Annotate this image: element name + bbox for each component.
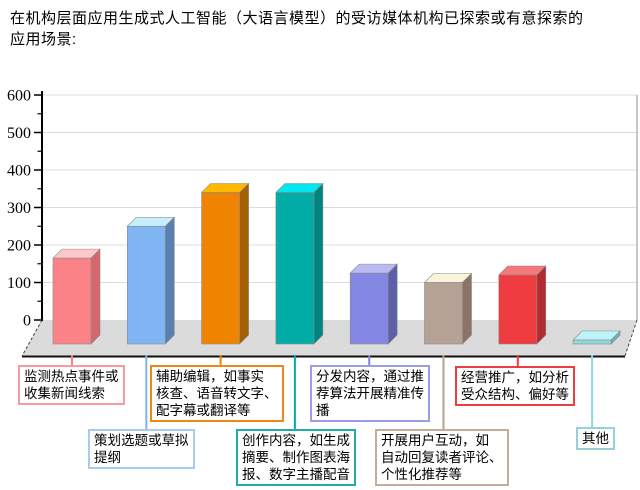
bar-2-front-face <box>127 225 166 345</box>
floor <box>22 320 637 356</box>
bar-7-front-face <box>498 274 538 345</box>
bar-1-front-face <box>52 257 92 345</box>
chart-title-line-2: 应用场景: <box>10 31 77 48</box>
bar-6-front-face <box>424 282 463 345</box>
bar-3-side-face <box>239 182 249 345</box>
y-tick-label-300: 300 <box>7 200 31 217</box>
y-tick-label-100: 100 <box>7 275 31 292</box>
y-tick-label-400: 400 <box>7 163 31 180</box>
category-label-box-6: 开展用户互动，如 自动回复读者评论、 个性化推荐等 <box>375 429 509 486</box>
bar-8-front-face <box>572 339 612 345</box>
y-tick-label-500: 500 <box>7 125 31 142</box>
y-tick-label-600: 600 <box>7 88 31 105</box>
chart-title: 在机构层面应用生成式人工智能（大语言模型）的受访媒体机构已探索或有意探索的 应用… <box>10 8 634 50</box>
bar-4-front-face <box>275 192 315 345</box>
bar-1-side-face <box>90 248 101 345</box>
category-label-box-4: 创作内容，如生成 摘要、制作图表海 报、数字主播配音 <box>236 429 356 486</box>
floor-right-edge <box>624 319 638 357</box>
y-tick-label-0: 0 <box>23 313 31 330</box>
category-label-box-7: 经营推广，如分析 受众结构、偏好等 <box>455 366 575 406</box>
bar-5-front-face <box>349 272 389 345</box>
bar-6-side-face <box>462 272 472 345</box>
category-label-box-1: 监测热点事件或 收集新闻线索 <box>18 365 125 405</box>
bar-5-side-face <box>387 263 398 345</box>
category-label-box-2: 策划选题或草拟 提纲 <box>88 429 195 469</box>
bar-2-side-face <box>165 216 175 345</box>
bar-4-side-face <box>313 182 324 345</box>
category-label-box-5: 分发内容，通过推 荐算法开展精准传 播 <box>310 365 430 422</box>
bar-7-side-face <box>536 265 547 345</box>
category-label-box-3: 辅助编辑，如事实 核查、语音转文字、 配字幕或翻译等 <box>150 365 284 422</box>
y-tick-label-200: 200 <box>7 238 31 255</box>
category-label-box-8: 其他 <box>576 427 615 450</box>
bar-3-front-face <box>201 192 240 345</box>
chart-title-line-1: 在机构层面应用生成式人工智能（大语言模型）的受访媒体机构已探索或有意探索的 <box>10 10 584 27</box>
floor-left-edge <box>21 319 43 357</box>
